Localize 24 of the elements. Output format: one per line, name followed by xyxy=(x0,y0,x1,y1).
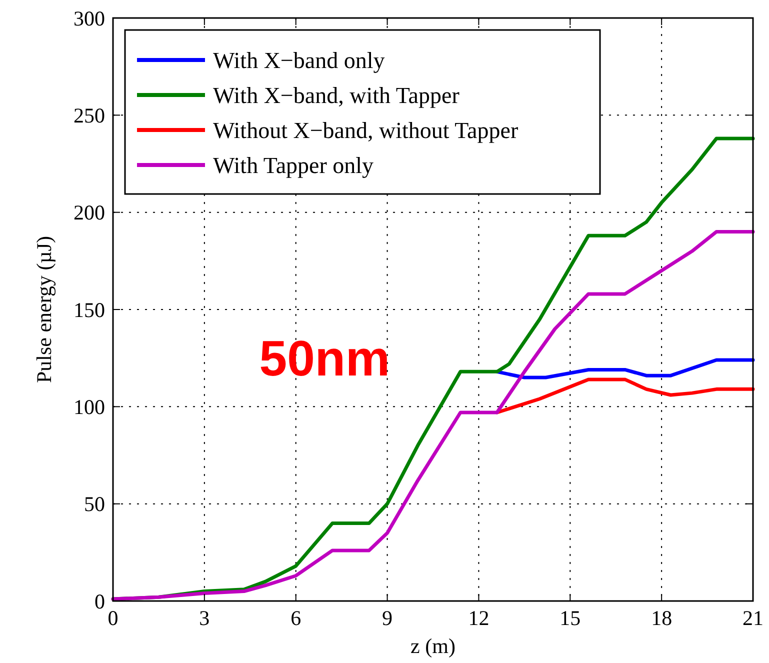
x-tick-label: 9 xyxy=(382,606,393,630)
legend-label: Without X−band, without Tapper xyxy=(213,118,518,144)
line-series xyxy=(111,230,755,601)
x-tick-label: 18 xyxy=(651,606,672,630)
legend-label: With X−band, with Tapper xyxy=(213,83,460,108)
annotation: 50nm xyxy=(259,330,390,387)
y-tick-label: 300 xyxy=(74,6,105,30)
legend-label: With Tapper only xyxy=(213,153,374,178)
legend-label: With X−band only xyxy=(213,48,386,74)
x-tick-label: 12 xyxy=(468,606,490,630)
y-tick-label: 200 xyxy=(74,200,105,225)
x-tick-label: 21 xyxy=(742,606,764,630)
x-tick-label: 6 xyxy=(290,606,302,630)
x-tick-label: 15 xyxy=(560,606,581,630)
line-series xyxy=(495,378,755,414)
y-axis-title: Pulse energy (µJ) xyxy=(32,236,56,384)
line-series xyxy=(495,358,755,380)
x-tick-label: 3 xyxy=(199,606,210,630)
y-tick-label: 100 xyxy=(74,395,105,420)
y-tick-label: 150 xyxy=(74,298,105,322)
x-axis-title: z (m) xyxy=(410,634,456,658)
y-tick-label: 50 xyxy=(84,492,105,516)
y-tick-label: 0 xyxy=(94,589,105,614)
y-tick-label: 250 xyxy=(74,104,105,128)
